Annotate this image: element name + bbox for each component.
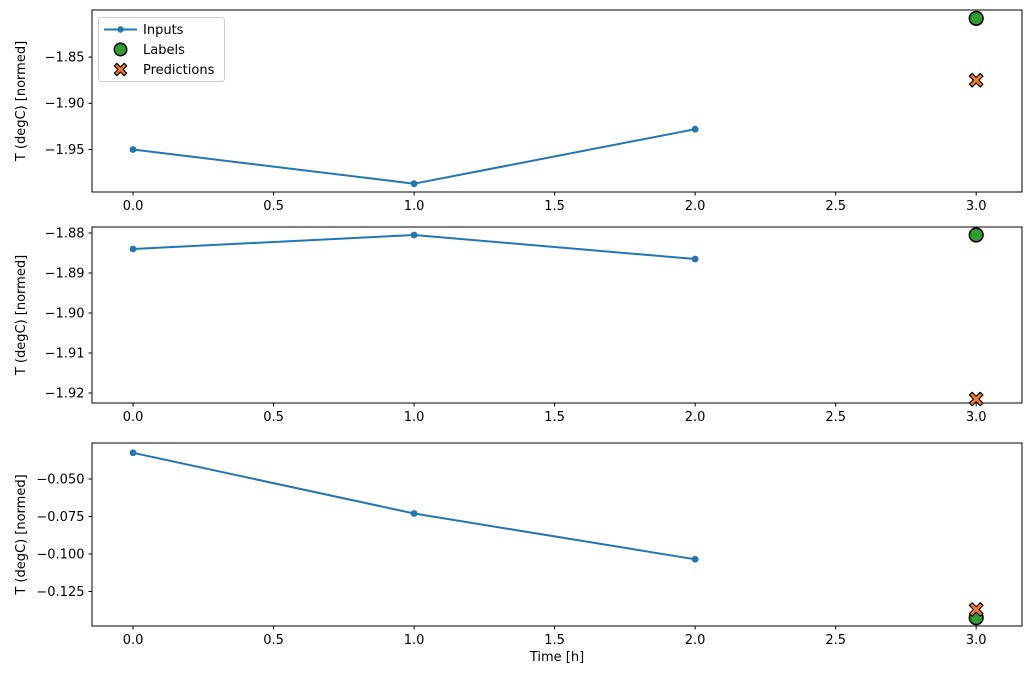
y-tick-label: −1.89	[45, 266, 85, 281]
x-tick-label: 0.5	[263, 410, 284, 425]
y-tick-label: −1.90	[45, 97, 85, 112]
inputs-point-marker	[691, 125, 699, 133]
x-tick-label: 0.0	[123, 633, 144, 648]
y-tick-label: −0.050	[36, 472, 84, 487]
legend-entry-label: Predictions	[143, 63, 215, 78]
y-tick-label: −0.100	[36, 547, 84, 562]
inputs-point-marker	[691, 555, 699, 563]
x-tick-label: 1.5	[544, 633, 565, 648]
x-tick-label: 1.5	[544, 199, 565, 214]
inputs-point-marker	[410, 180, 418, 188]
x-tick-label: 3.0	[966, 199, 987, 214]
x-tick-label: 0.5	[263, 633, 284, 648]
inputs-point-marker	[129, 245, 137, 253]
y-tick-label: −1.85	[45, 50, 85, 65]
x-tick-label: 2.5	[825, 199, 846, 214]
predictions-x-marker	[968, 391, 984, 407]
x-tick-label: 2.0	[685, 410, 706, 425]
labels-circle-marker	[968, 227, 984, 243]
inputs-point-marker	[129, 146, 137, 153]
x-tick-label: 2.0	[685, 199, 706, 214]
inputs-point-marker	[410, 510, 418, 517]
y-tick-label: −1.91	[45, 346, 85, 361]
x-tick-label: 0.0	[123, 410, 144, 425]
y-tick-label: −1.95	[45, 143, 85, 158]
predictions-x-marker	[968, 602, 984, 617]
legend-predictions-x-sample	[113, 62, 128, 77]
inputs-point-marker	[691, 255, 699, 263]
plot-border	[91, 226, 1023, 404]
y-tick-label: −1.92	[45, 386, 85, 401]
x-tick-label: 1.5	[544, 410, 565, 425]
x-tick-label: 0.0	[123, 199, 144, 214]
x-tick-label: 1.0	[404, 410, 425, 425]
legend-inputs-dot-sample	[117, 26, 124, 33]
x-tick-label: 0.5	[263, 199, 284, 214]
legend: Inputs Labels Predictions	[98, 17, 225, 82]
legend-entry-label: Inputs	[143, 23, 184, 38]
subplot-3: 0.0 0.5 1.0 1.5 2.0 2.5 3.0 −0.050 −0.075 −0.100 −…	[14, 442, 1023, 648]
x-tick-label: 2.0	[685, 633, 706, 648]
labels-circle-marker	[968, 10, 984, 26]
plot-border	[91, 442, 1023, 627]
x-tick-label: 2.5	[825, 410, 846, 425]
x-tick-label: 3.0	[966, 633, 987, 648]
y-tick-label: −1.90	[45, 306, 85, 321]
x-axis-label: Time [h]	[529, 650, 584, 665]
x-tick-label: 2.5	[825, 633, 846, 648]
y-tick-label: −1.88	[45, 226, 85, 241]
x-tick-label: 1.0	[404, 633, 425, 648]
x-tick-label: 1.0	[404, 199, 425, 214]
y-axis-label: T (degC) [normed]	[14, 474, 29, 595]
legend-labels-circle-sample	[113, 42, 128, 57]
predictions-x-marker	[968, 72, 984, 88]
y-axis-label: T (degC) [normed]	[14, 41, 29, 162]
legend-entry-label: Labels	[143, 43, 185, 58]
y-axis-label: T (degC) [normed]	[14, 255, 29, 376]
inputs-point-marker	[410, 231, 418, 239]
y-tick-label: −0.125	[36, 585, 84, 600]
legend-box	[98, 17, 225, 82]
subplot-1: 0.0 0.5 1.0 1.5 2.0 2.5 3.0 −1.85 −1.90 −1.95 T (d…	[14, 9, 1023, 214]
inputs-point-marker	[129, 449, 137, 457]
subplot-2: 0.0 0.5 1.0 1.5 2.0 2.5 3.0 −1.88 −1.89 −1.90 −1.9…	[14, 226, 1023, 425]
plot-border	[91, 9, 1023, 193]
y-tick-label: −0.075	[36, 510, 84, 525]
x-tick-label: 3.0	[966, 410, 987, 425]
